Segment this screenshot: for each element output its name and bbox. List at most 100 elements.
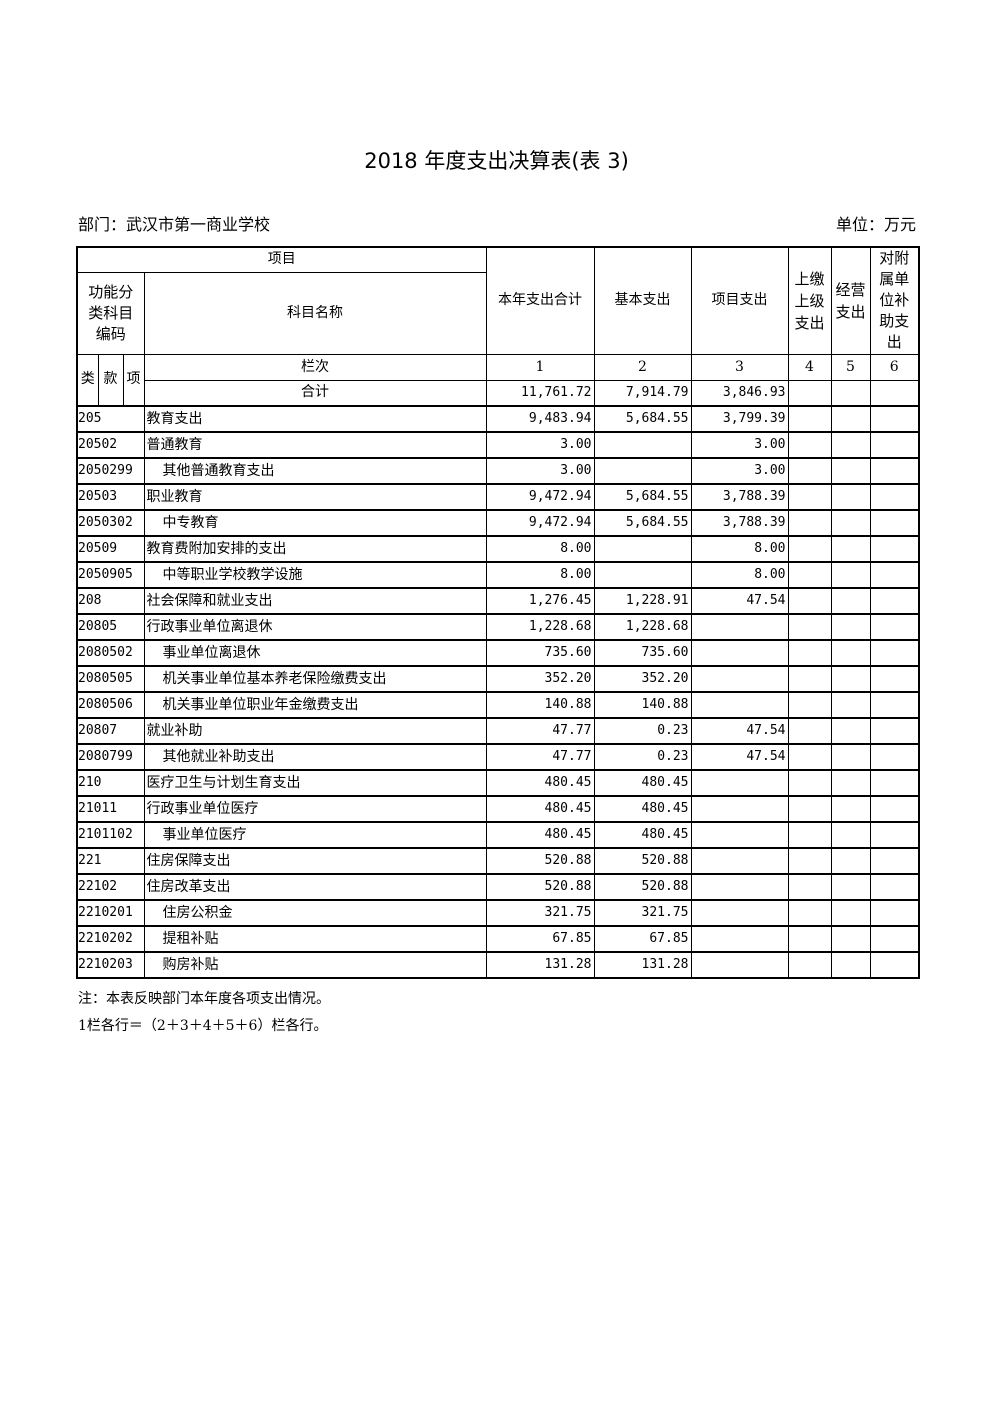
sum-value (787, 379, 832, 407)
row-value (787, 483, 832, 511)
row-code: 20509 (76, 535, 145, 563)
row-value: 3.00 (485, 457, 595, 485)
row-value (593, 457, 692, 485)
row-value: 5,684.55 (593, 405, 692, 433)
row-value (787, 743, 832, 771)
row-code: 208 (76, 587, 145, 615)
sum-value (830, 379, 871, 407)
row-name: 机关事业单位职业年金缴费支出 (143, 691, 487, 719)
header-xiang: 项 (122, 353, 145, 407)
table-row: 22102 住房改革支出 520.88 520.88 (76, 873, 920, 901)
row-value (830, 535, 871, 563)
row-name: 行政事业单位离退休 (143, 613, 487, 641)
row-value (690, 613, 789, 641)
row-value (690, 821, 789, 849)
row-value (690, 899, 789, 927)
row-value (787, 613, 832, 641)
sum-value: 7,914.79 (593, 379, 692, 407)
row-name: 机关事业单位基本养老保险缴费支出 (143, 665, 487, 693)
row-value (787, 873, 832, 901)
row-value (690, 795, 789, 823)
row-value: 67.85 (485, 925, 595, 953)
row-value: 0.23 (593, 717, 692, 745)
row-value (787, 535, 832, 563)
header-upper: 上缴上级支出 (787, 246, 832, 355)
row-name: 事业单位医疗 (143, 821, 487, 849)
unit-label: 单位：万元 (835, 215, 916, 234)
table-row: 20807 就业补助 47.77 0.23 47.54 (76, 717, 920, 745)
row-value: 1,228.68 (593, 613, 692, 641)
row-value (830, 873, 871, 901)
sum-label: 合计 (143, 379, 487, 407)
sum-value: 11,761.72 (485, 379, 595, 407)
row-value (787, 509, 832, 537)
row-name: 行政事业单位医疗 (143, 795, 487, 823)
page-title: 2018 年度支出决算表(表 3) (364, 149, 629, 173)
row-value (869, 405, 920, 433)
row-value (869, 561, 920, 589)
row-value: 735.60 (593, 639, 692, 667)
row-value (830, 483, 871, 511)
row-name: 事业单位离退休 (143, 639, 487, 667)
table-row: 2050905 中等职业学校教学设施 8.00 8.00 (76, 561, 920, 589)
header-subject-name: 科目名称 (143, 271, 487, 355)
table-row: 2210201 住房公积金 321.75 321.75 (76, 899, 920, 927)
row-value: 321.75 (485, 899, 595, 927)
row-value: 480.45 (485, 795, 595, 823)
row-name: 教育费附加安排的支出 (143, 535, 487, 563)
row-name: 住房公积金 (143, 899, 487, 927)
row-name: 住房改革支出 (143, 873, 487, 901)
table-row: 2101102 事业单位医疗 480.45 480.45 (76, 821, 920, 849)
header-lei: 类 (76, 353, 99, 407)
row-name: 购房补贴 (143, 951, 487, 979)
row-value (787, 431, 832, 459)
header-kuan: 款 (97, 353, 124, 407)
row-value: 3,788.39 (690, 483, 789, 511)
row-value (787, 691, 832, 719)
row-value (869, 691, 920, 719)
header-subsidy: 对附属单位补助支出 (869, 246, 920, 355)
row-name: 其他普通教育支出 (143, 457, 487, 485)
row-value: 1,228.68 (485, 613, 595, 641)
table-row: 2210203 购房补贴 131.28 131.28 (76, 951, 920, 979)
header-lanci: 栏次 (143, 353, 487, 381)
row-name: 住房保障支出 (143, 847, 487, 875)
table-row: 210 医疗卫生与计划生育支出 480.45 480.45 (76, 769, 920, 797)
row-value: 520.88 (593, 873, 692, 901)
row-code: 20503 (76, 483, 145, 511)
row-code: 21011 (76, 795, 145, 823)
row-value (690, 925, 789, 953)
col-num: 4 (787, 353, 832, 381)
table-row: 20509 教育费附加安排的支出 8.00 8.00 (76, 535, 920, 563)
row-value: 47.77 (485, 717, 595, 745)
row-value: 8.00 (690, 561, 789, 589)
row-code: 2080502 (76, 639, 145, 667)
row-name: 教育支出 (143, 405, 487, 433)
row-value: 480.45 (593, 795, 692, 823)
row-value (787, 951, 832, 979)
row-value: 67.85 (593, 925, 692, 953)
row-name: 中专教育 (143, 509, 487, 537)
row-value: 9,483.94 (485, 405, 595, 433)
row-value (830, 405, 871, 433)
row-value (787, 717, 832, 745)
row-value (787, 847, 832, 875)
col-num: 1 (485, 353, 595, 381)
row-value: 1,276.45 (485, 587, 595, 615)
row-value (830, 717, 871, 745)
table-row: 20503 职业教育 9,472.94 5,684.55 3,788.39 (76, 483, 920, 511)
row-value (787, 665, 832, 693)
expenditure-table: 项目 本年支出合计 基本支出 项目支出 上缴上级支出 经营支出 对附属单位补助支… (76, 246, 920, 979)
table-row: 2050302 中专教育 9,472.94 5,684.55 3,788.39 (76, 509, 920, 537)
row-value: 480.45 (593, 769, 692, 797)
row-value: 1,228.91 (593, 587, 692, 615)
row-value (830, 795, 871, 823)
row-value: 3,799.39 (690, 405, 789, 433)
row-value (869, 717, 920, 745)
department-label: 部门：武汉市第一商业学校 (78, 215, 271, 234)
row-value: 9,472.94 (485, 483, 595, 511)
row-value: 8.00 (485, 535, 595, 563)
row-value: 3.00 (485, 431, 595, 459)
row-code: 2050905 (76, 561, 145, 589)
row-value: 131.28 (485, 951, 595, 979)
